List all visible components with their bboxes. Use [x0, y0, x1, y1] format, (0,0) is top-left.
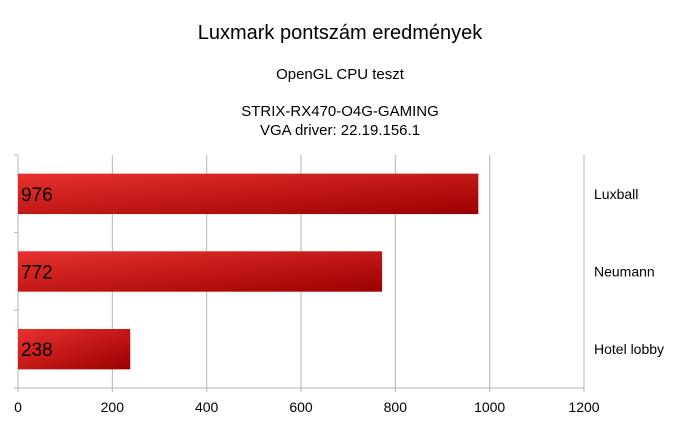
- x-tick-label: 800: [384, 399, 408, 415]
- bar: [18, 328, 131, 370]
- chart-driver-label: VGA driver: 22.19.156.1: [259, 122, 421, 139]
- bar: [18, 173, 479, 215]
- data-label: 238: [21, 340, 53, 361]
- chart-gpu-label: STRIX-RX470-O4G-GAMING: [241, 103, 439, 120]
- x-tick-label: 1200: [568, 399, 599, 415]
- category-label: Hotel lobby: [594, 341, 664, 357]
- x-tick-label: 1000: [474, 399, 505, 415]
- data-label: 976: [21, 185, 53, 206]
- chart-subtitle: OpenGL CPU teszt: [276, 66, 404, 83]
- category-label: Luxball: [594, 186, 638, 202]
- bar: [18, 251, 383, 292]
- x-tick-label: 600: [289, 399, 313, 415]
- x-tick-label: 400: [195, 399, 219, 415]
- x-tick-label: 0: [14, 399, 22, 415]
- data-label: 772: [21, 263, 53, 284]
- x-tick-label: 200: [101, 399, 125, 415]
- chart-title: Luxmark pontszám eredmények: [197, 22, 483, 44]
- category-label: Neumann: [594, 264, 655, 280]
